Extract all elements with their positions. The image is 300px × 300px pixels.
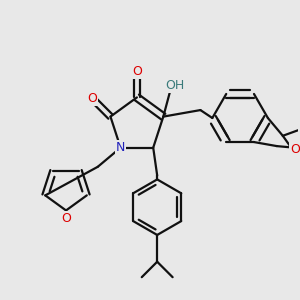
- Text: OH: OH: [165, 79, 184, 92]
- Text: O: O: [290, 143, 300, 156]
- Text: O: O: [132, 65, 142, 78]
- Text: N: N: [116, 141, 125, 154]
- Text: O: O: [61, 212, 71, 225]
- Text: O: O: [87, 92, 97, 105]
